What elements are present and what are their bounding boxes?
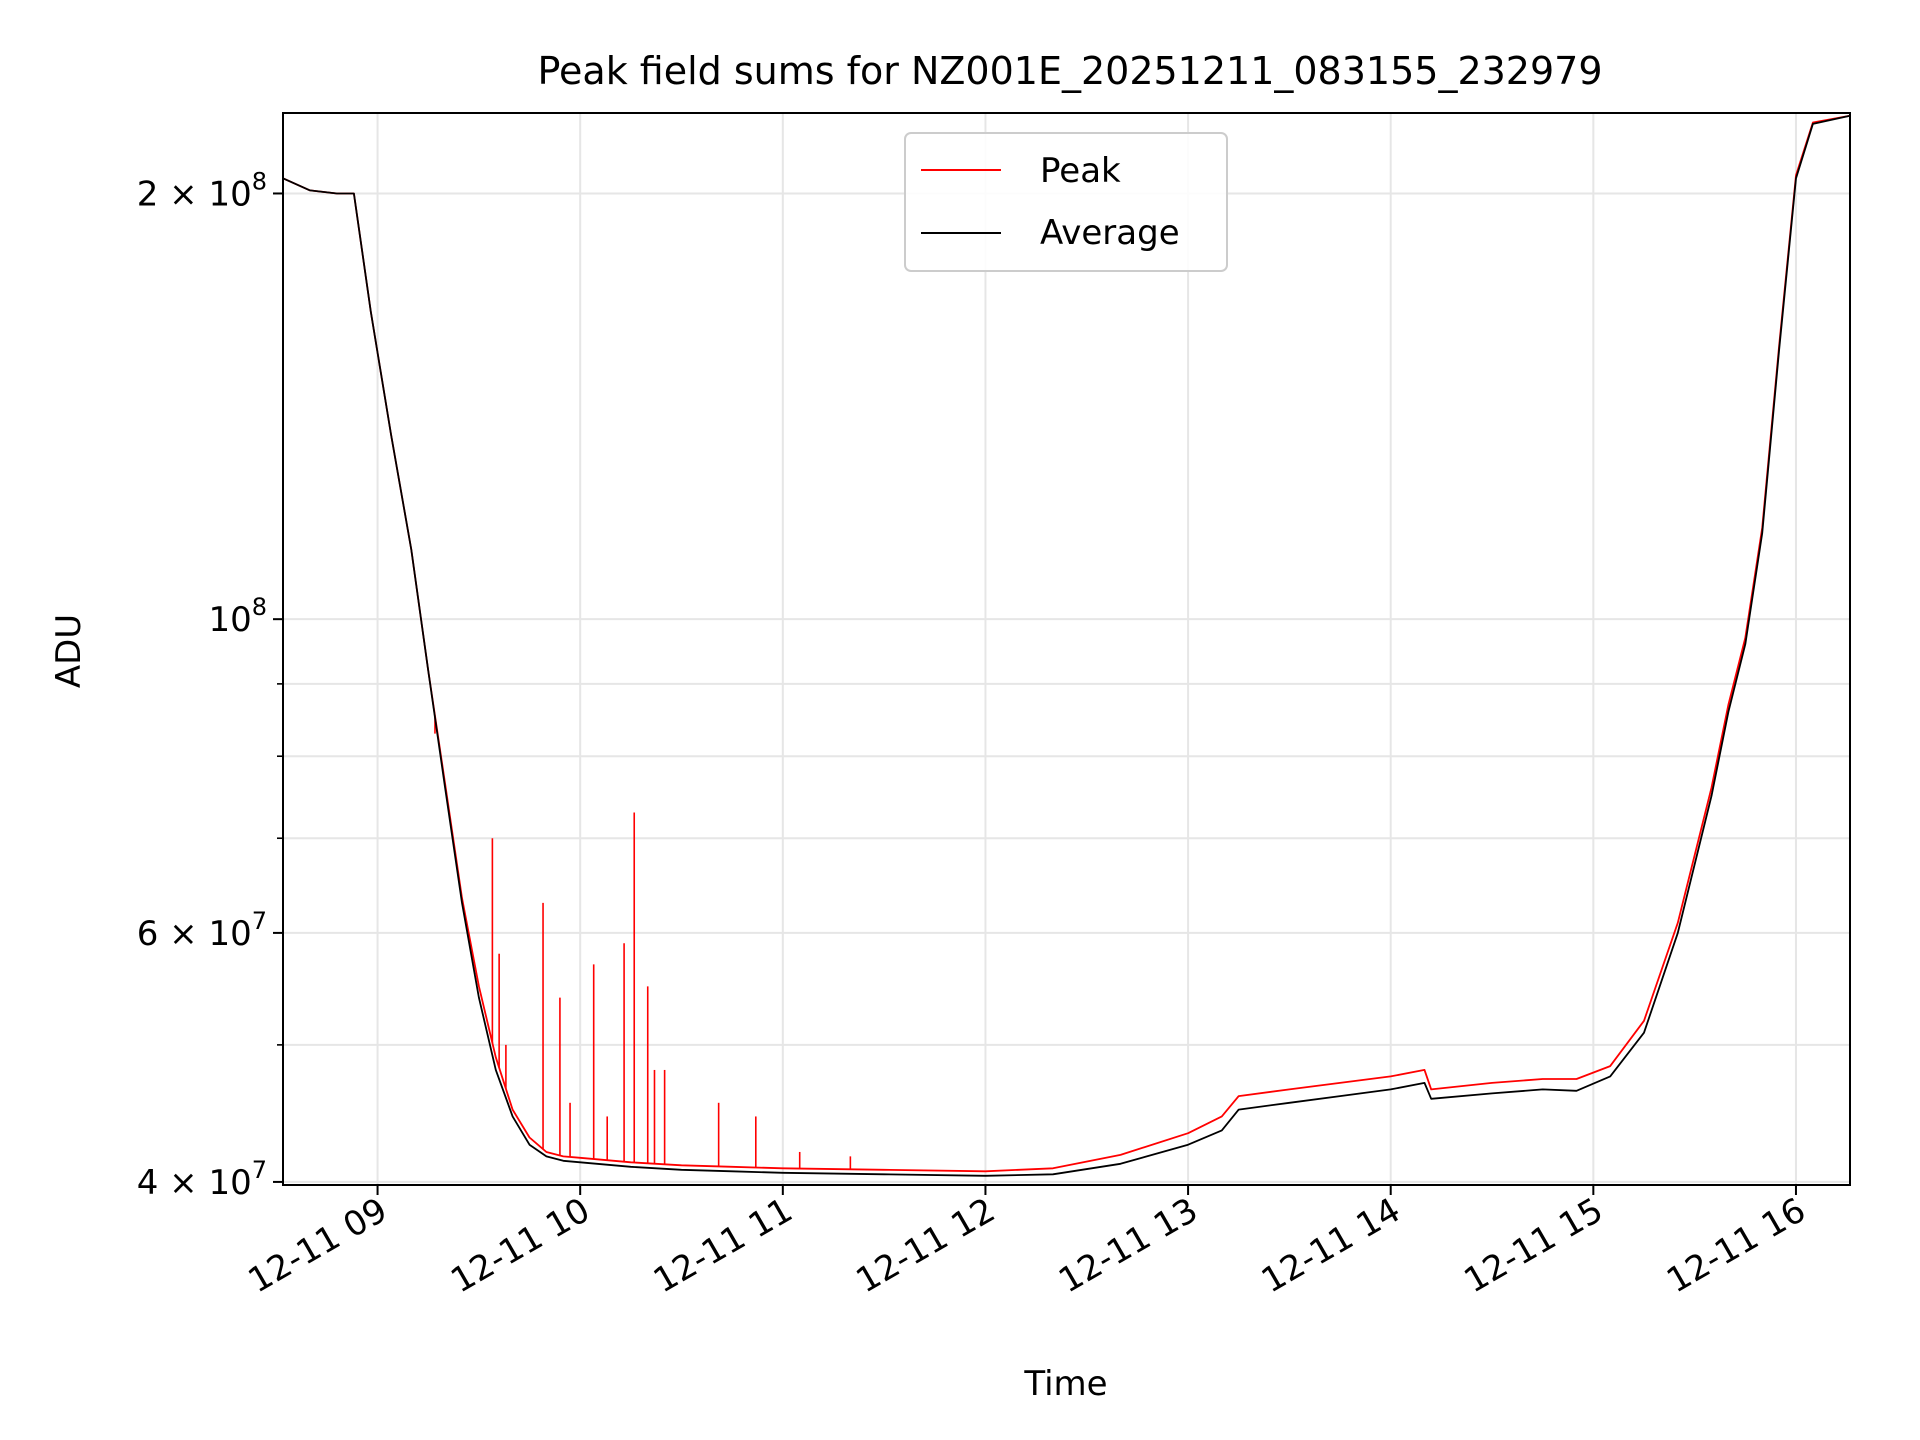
plot-frame xyxy=(282,112,1851,1186)
legend-label-peak: Peak xyxy=(1040,151,1121,191)
x-axis-label: Time xyxy=(1023,1364,1107,1404)
legend: Peak Average xyxy=(904,132,1228,272)
plot-series xyxy=(282,114,1851,1177)
y-tick-label: 2 × 108 xyxy=(137,167,267,214)
legend-label-average: Average xyxy=(1040,213,1180,253)
y-axis-label: ADU xyxy=(49,614,89,688)
y-tick-label: 6 × 107 xyxy=(137,907,267,954)
chart-title: Peak field sums for NZ001E_20251211_0831… xyxy=(537,49,1602,93)
legend-box xyxy=(904,132,1228,272)
grid xyxy=(283,113,1850,1185)
y-tick-label: 4 × 107 xyxy=(137,1156,267,1203)
series-line-average xyxy=(282,114,1851,1177)
